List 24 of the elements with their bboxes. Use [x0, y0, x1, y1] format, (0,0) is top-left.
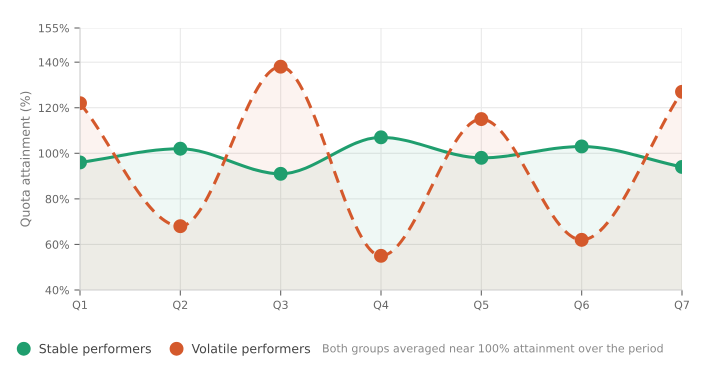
x-tick-label: Q2	[173, 300, 188, 310]
point	[474, 112, 488, 126]
y-tick-label: 80%	[46, 194, 69, 204]
y-tick-label: 40%	[45, 286, 69, 294]
x-tick-label: Q4	[374, 300, 388, 310]
point	[274, 166, 288, 181]
text: Both groups averaged near 100% attainment over the period	[323, 344, 663, 355]
x-tick-label: Q5	[474, 300, 488, 310]
point	[374, 130, 388, 144]
point	[274, 60, 288, 74]
x-tick-label: Q6	[574, 300, 589, 310]
y-axis-title: Quota attainment (%)	[20, 92, 32, 227]
x-tick-label: Q7	[674, 300, 689, 310]
y-tick-label: 140%	[39, 58, 69, 67]
y-tick-label: 120%	[39, 104, 69, 112]
point	[374, 248, 388, 263]
x-tick-label: Q3	[273, 300, 288, 310]
y-tick-label: 100%	[39, 149, 69, 158]
legend-label: Stable performers	[40, 344, 151, 356]
point	[474, 150, 488, 165]
y-tick-label: 60%	[46, 240, 69, 249]
x-tick-label: Q1	[72, 300, 87, 310]
legend-label: Volatile performers	[192, 344, 310, 356]
y-tick-label: 155%	[39, 24, 69, 32]
